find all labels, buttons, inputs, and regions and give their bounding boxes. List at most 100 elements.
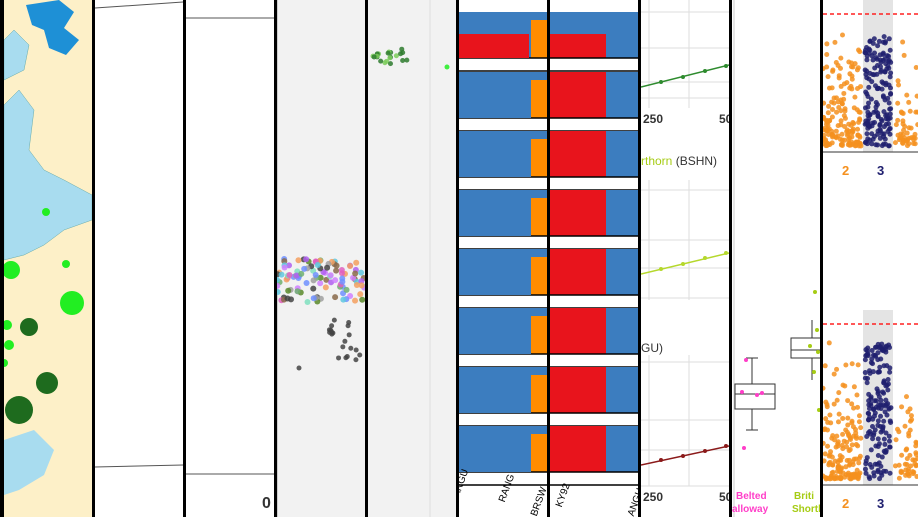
scatter-point (378, 58, 384, 64)
boxplot-svg (733, 0, 820, 517)
manhattan-point (900, 39, 906, 45)
manhattan-point (911, 469, 917, 475)
manhattan-point (886, 143, 892, 149)
structure-plot-strip-2: KY92 ANGU (550, 0, 638, 517)
manhattan-point (864, 434, 870, 440)
pca-point (317, 280, 324, 287)
manhattan-point (878, 429, 884, 435)
manhattan-point (885, 115, 891, 121)
manhattan-point (840, 415, 846, 421)
manhattan-point (823, 458, 827, 464)
structure-bar-group (550, 426, 606, 472)
manhattan-point (869, 424, 875, 430)
pca-point (358, 269, 365, 276)
structure-separator (550, 295, 638, 308)
map-lake (26, 0, 79, 55)
manhattan-point (851, 405, 857, 411)
manhattan-point (844, 80, 850, 86)
manhattan-point (881, 468, 887, 474)
manhattan-point (826, 103, 832, 109)
manhattan-point (832, 39, 838, 45)
manhattan-point (864, 44, 870, 50)
manhattan-point (888, 70, 894, 76)
manhattan-point (849, 128, 855, 134)
manhattan-point (899, 452, 905, 458)
manhattan-point (888, 419, 894, 425)
manhattan-point (906, 99, 912, 105)
manhattan-point (834, 109, 840, 115)
map-marker (4, 261, 20, 279)
manhattan-point (913, 64, 918, 70)
manhattan-point (823, 416, 829, 422)
manhattan-point (872, 65, 878, 71)
manhattan-point (899, 110, 905, 116)
structure-bar-group (531, 80, 547, 118)
manhattan-point (835, 439, 841, 445)
manhattan-point (825, 419, 831, 425)
manhattan-point (867, 124, 873, 130)
structure-separator (550, 0, 638, 12)
manhattan-point (853, 456, 859, 462)
manhattan-point (849, 420, 855, 426)
map-water-region-2 (4, 430, 54, 495)
manhattan-point (868, 447, 874, 453)
pca-point (333, 267, 340, 274)
manhattan-point (855, 132, 861, 138)
manhattan-point (841, 113, 847, 119)
scatter-point (398, 51, 404, 57)
manhattan-point (841, 96, 847, 102)
map-water-region (4, 29, 92, 261)
pca-point (348, 345, 354, 351)
manhattan-point (875, 43, 881, 49)
manhattan-point (852, 143, 858, 149)
pca-point (286, 272, 293, 278)
manhattan-point (842, 106, 848, 112)
manhattan-point (872, 344, 878, 350)
manhattan-point (863, 470, 869, 476)
chromosome-label: 2 (842, 496, 850, 511)
scatter-point (385, 50, 391, 56)
pca-point (329, 323, 335, 329)
line-series-green (641, 64, 729, 88)
structure-bar-group (531, 375, 547, 413)
pca-point (340, 296, 347, 303)
manhattan-point (844, 132, 850, 138)
category-label: Belted (736, 491, 767, 502)
manhattan-point (845, 431, 851, 437)
manhattan-point (886, 36, 892, 42)
manhattan-point (845, 470, 851, 476)
structure-bar-group (459, 72, 531, 118)
structure-separator (459, 295, 547, 308)
manhattan-point (834, 397, 840, 403)
manhattan-point (881, 94, 887, 100)
structure-bar-group (459, 426, 531, 472)
manhattan-point (876, 369, 882, 375)
manhattan-point (866, 84, 872, 90)
manhattan-point (852, 61, 858, 67)
manhattan-point (829, 114, 835, 120)
manhattan-point (863, 461, 869, 467)
manhattan-point (840, 32, 846, 38)
manhattan-point (888, 106, 894, 112)
manhattan-point (843, 362, 849, 368)
manhattan-point (886, 405, 892, 411)
manhattan-point (865, 93, 871, 99)
manhattan-point (875, 436, 881, 442)
manhattan-point (885, 401, 891, 407)
manhattan-point (885, 377, 891, 383)
x-tick-label: 250 (643, 112, 664, 126)
manhattan-point (823, 132, 827, 138)
structure-bar-group (550, 131, 606, 177)
pca-point (352, 297, 359, 304)
structure-bar-group (459, 308, 531, 354)
manhattan-point (887, 74, 893, 80)
scatter-point (371, 54, 377, 60)
line-series-lime (641, 251, 729, 275)
manhattan-point (878, 356, 884, 362)
manhattan-point (867, 137, 873, 143)
manhattan-point (880, 424, 886, 430)
pca-point (294, 288, 301, 295)
manhattan-point (877, 364, 883, 370)
pca-point (328, 327, 334, 333)
manhattan-point (831, 437, 837, 443)
